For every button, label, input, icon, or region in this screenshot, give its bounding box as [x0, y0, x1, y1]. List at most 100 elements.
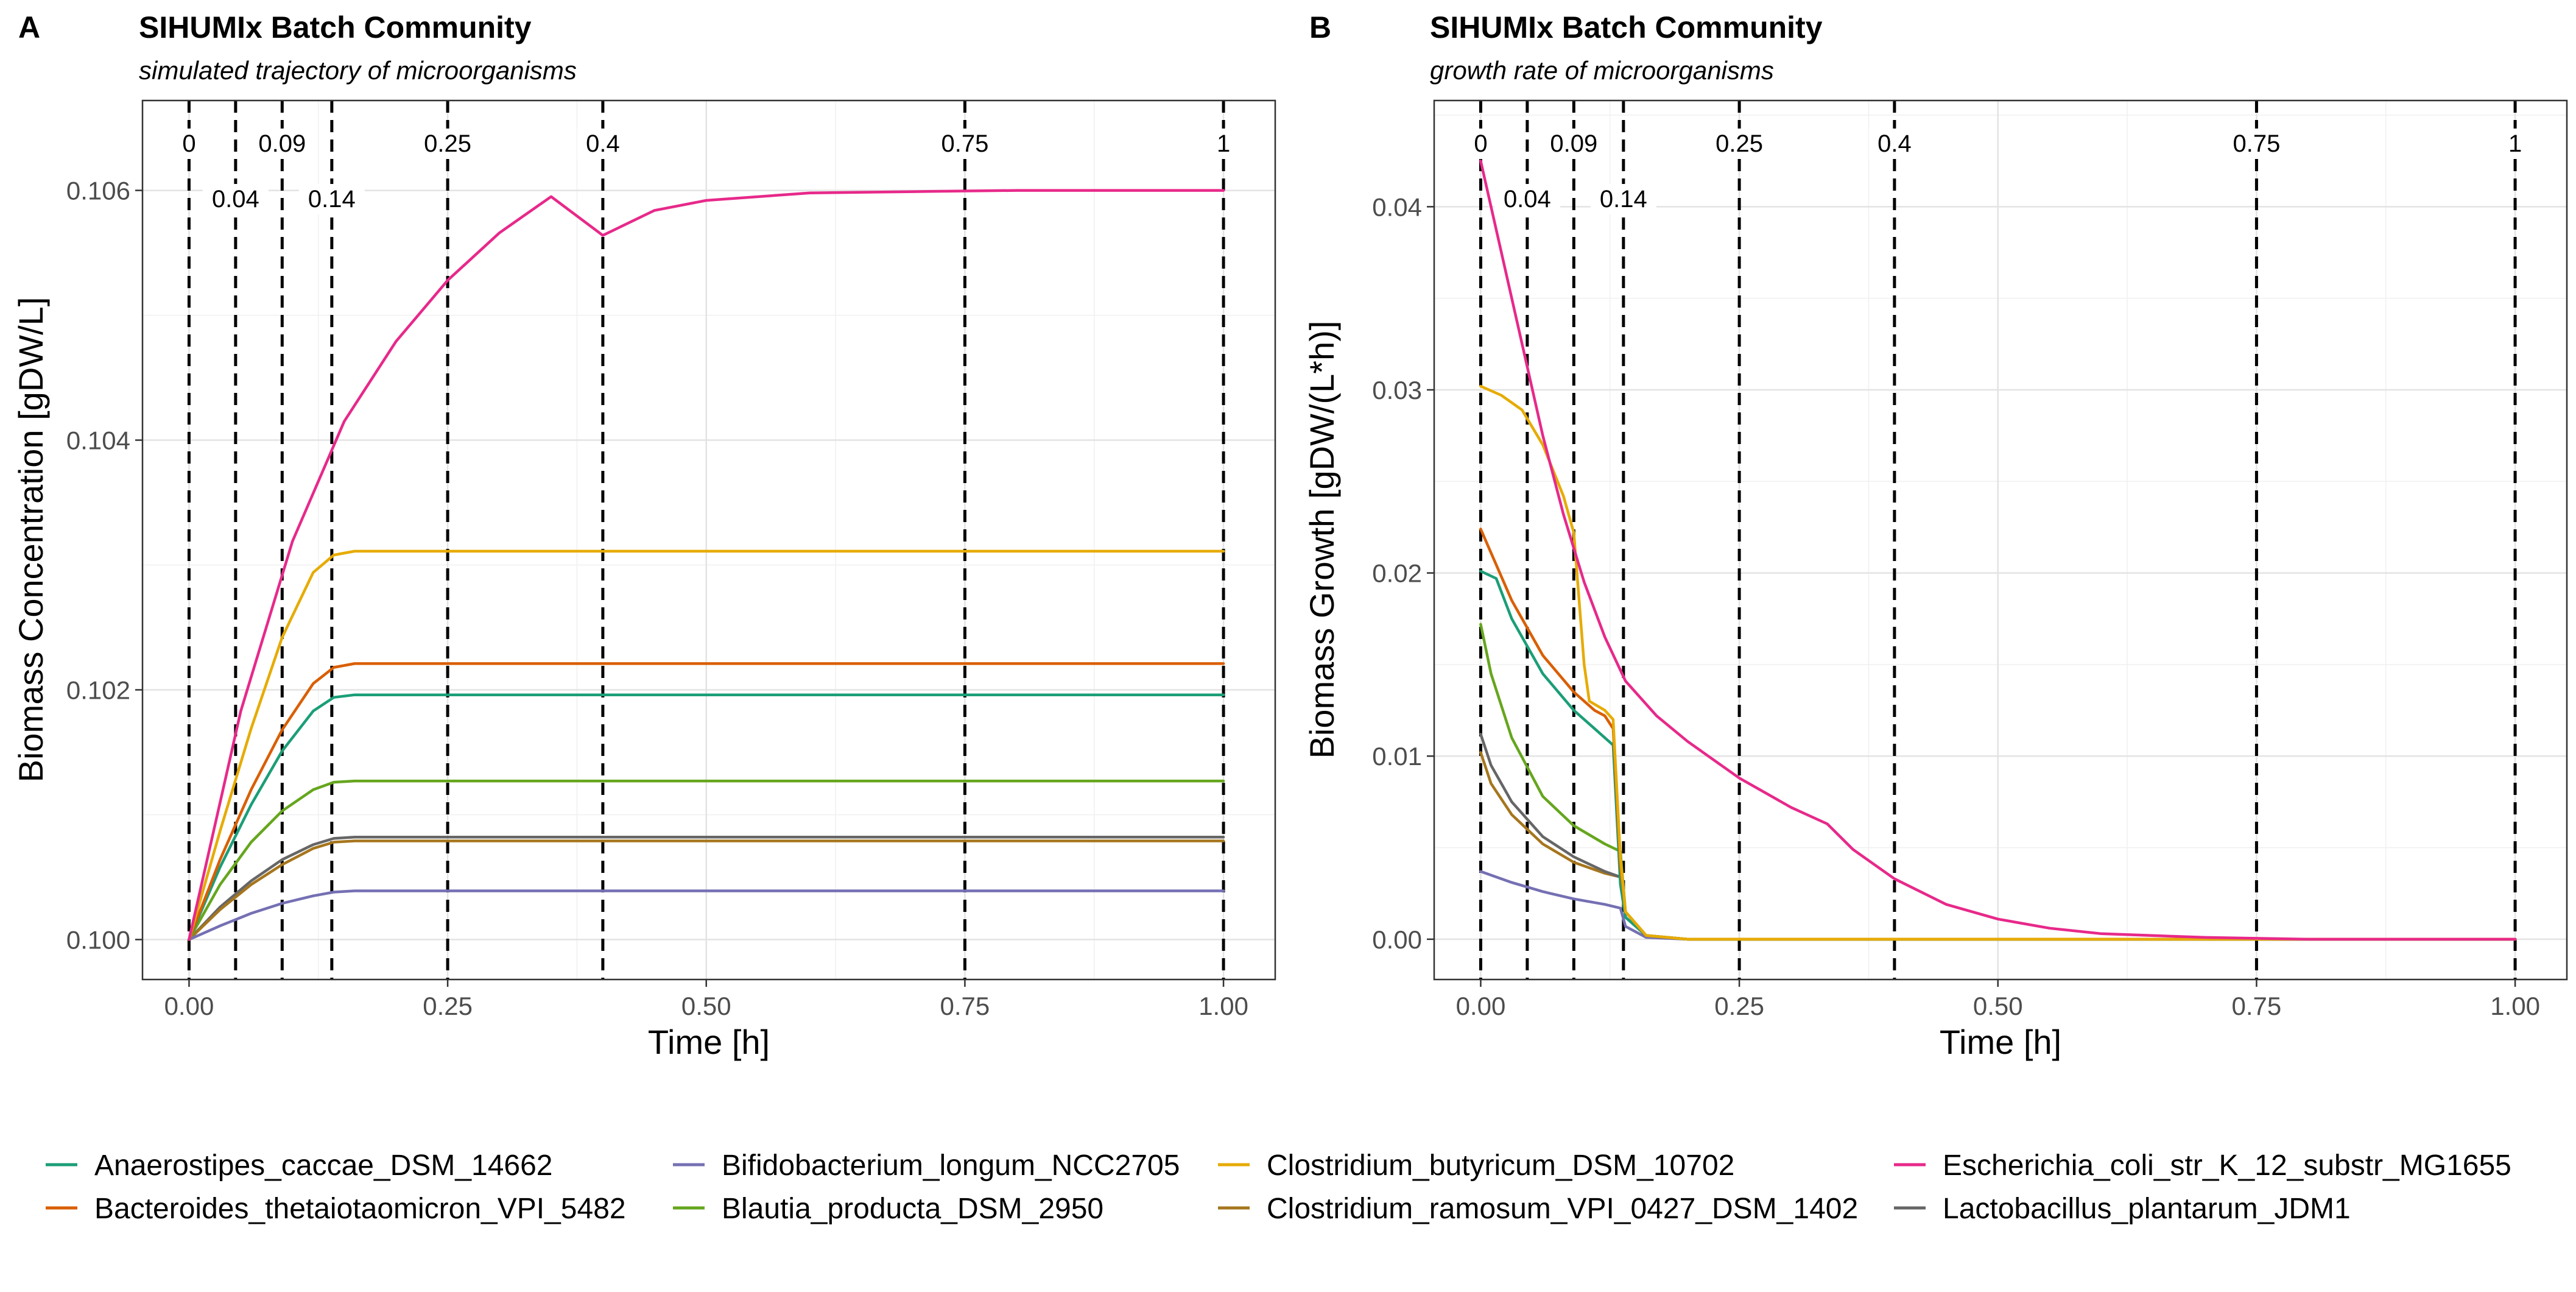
y-tick-label: 0.04 — [1372, 192, 1422, 221]
legend-label: Bacteroides_thetaiotaomicron_VPI_5482 — [94, 1193, 626, 1225]
panel-b-chart: 00.040.090.140.25 0.4 0.75 1 0.00 0.25 0.50 0.… — [1303, 99, 2568, 1061]
panel-a-y-axis-title: Biomass Concentration [gDW/L] — [12, 297, 50, 783]
reference-line-label: 0.04 — [212, 186, 259, 213]
reference-label-background — [1706, 129, 1773, 159]
reference-label-background — [577, 129, 628, 159]
legend-label: Clostridium_butyricum_DSM_10702 — [1267, 1149, 1734, 1182]
reference-label-background — [2504, 129, 2527, 159]
legend-label: Clostridium_ramosum_VPI_0427_DSM_1402 — [1267, 1193, 1858, 1225]
panel-b-axis-ticks: 0.00 0.25 0.50 0.75 1.00 0.00 0.01 0.02 0.03 0.04 — [1372, 192, 2540, 1020]
y-tick-label: 0.01 — [1372, 742, 1422, 771]
panel-b-gridlines — [1434, 101, 2567, 980]
x-tick-label: 1.00 — [1198, 992, 1248, 1020]
panel-a-series-lines — [188, 189, 1225, 941]
legend-item: Bifidobacterium_longum_NCC2705 — [673, 1149, 1180, 1182]
reference-label-background — [2223, 129, 2290, 159]
reference-line-label: 0 — [1474, 130, 1487, 157]
legend-item: Escherichia_coli_str_K_12_substr_MG1655 — [1894, 1149, 2511, 1182]
legend: Anaerostipes_caccae_DSM_14662 Bacteroides… — [46, 1149, 2511, 1225]
series-line — [188, 549, 1225, 941]
series-line — [188, 779, 1225, 941]
series-line — [1479, 384, 2517, 941]
legend-label: Escherichia_coli_str_K_12_substr_MG1655 — [1943, 1149, 2511, 1182]
x-tick-label: 0.50 — [681, 992, 731, 1020]
panel-b-y-axis-title: Biomass Growth [gDW/(L*h)] — [1303, 321, 1341, 759]
reference-label-background — [1541, 129, 1607, 159]
reference-label-background — [1590, 184, 1656, 214]
reference-label-background — [1868, 129, 1920, 159]
reference-label-background — [298, 184, 365, 214]
y-tick-label: 0.104 — [66, 426, 130, 455]
panel-b-x-axis-title: Time [h] — [1940, 1023, 2061, 1061]
panel-b-title: SIHUMIx Batch Community — [1430, 10, 1823, 44]
reference-line-label: 0.14 — [308, 186, 356, 213]
reference-line-label: 0.25 — [1716, 130, 1763, 157]
panel-a-title: SIHUMIx Batch Community — [139, 10, 532, 44]
series-line — [188, 693, 1225, 941]
reference-line-label: 0.75 — [941, 130, 988, 157]
series-line — [188, 836, 1225, 941]
series-line — [1479, 159, 2517, 941]
y-tick-label: 0.106 — [66, 177, 130, 205]
reference-line-label: 0.25 — [424, 130, 471, 157]
reference-label-background — [1494, 184, 1560, 214]
legend-item: Lactobacillus_plantarum_JDM1 — [1894, 1193, 2351, 1225]
reference-line-label: 0.09 — [1550, 130, 1597, 157]
reference-label-background — [202, 184, 269, 214]
reference-line-label: 1 — [2508, 130, 2522, 157]
legend-item: Clostridium_ramosum_VPI_0427_DSM_1402 — [1218, 1193, 1858, 1225]
series-line — [188, 189, 1225, 941]
panel-a-axis-ticks: 0.00 0.25 0.50 0.75 1.00 0.100 0.102 0.104 0.106 — [66, 177, 1248, 1020]
y-tick-label: 0.02 — [1372, 559, 1422, 588]
panel-b-plot-border — [1433, 99, 2568, 981]
x-tick-label: 0.75 — [940, 992, 990, 1020]
reference-label-background — [1212, 129, 1235, 159]
reference-label-background — [932, 129, 998, 159]
panel-b-subtitle: growth rate of microorganisms — [1430, 56, 1774, 85]
panel-a-chart: 00.040.090.140.25 0.4 0.75 1 0.00 0.25 0.50 0.… — [12, 99, 1276, 1061]
series-line — [188, 662, 1225, 941]
legend-label: Bifidobacterium_longum_NCC2705 — [722, 1149, 1180, 1182]
reference-line-label: 0.75 — [2233, 130, 2280, 157]
y-tick-label: 0.102 — [66, 676, 130, 704]
legend-item: Bacteroides_thetaiotaomicron_VPI_5482 — [46, 1193, 626, 1225]
x-tick-label: 0.25 — [423, 992, 473, 1020]
series-line — [188, 889, 1225, 941]
reference-label-background — [415, 129, 481, 159]
panel-a-plot-border — [141, 99, 1276, 981]
panel-a-x-axis-title: Time [h] — [648, 1023, 770, 1061]
x-tick-label: 0.00 — [1456, 992, 1506, 1020]
reference-line-label: 0.4 — [586, 130, 620, 157]
legend-label: Anaerostipes_caccae_DSM_14662 — [94, 1149, 552, 1182]
y-tick-label: 0.00 — [1372, 925, 1422, 954]
reference-line-label: 0.4 — [1877, 130, 1912, 157]
y-tick-label: 0.100 — [66, 925, 130, 954]
legend-item: Blautia_producta_DSM_2950 — [673, 1193, 1103, 1225]
reference-label-background — [1469, 129, 1492, 159]
x-tick-label: 0.00 — [164, 992, 214, 1020]
legend-item: Anaerostipes_caccae_DSM_14662 — [46, 1149, 552, 1182]
legend-label: Lactobacillus_plantarum_JDM1 — [1943, 1193, 2351, 1225]
reference-label-background — [249, 129, 315, 159]
panel-b-series-lines — [1479, 159, 2517, 941]
panel-b-letter: B — [1309, 10, 1331, 44]
reference-line-label: 1 — [1217, 130, 1230, 157]
reference-line-label: 0.09 — [258, 130, 306, 157]
reference-line-label: 0.14 — [1600, 186, 1647, 213]
x-tick-label: 0.75 — [2232, 992, 2282, 1020]
legend-item: Clostridium_butyricum_DSM_10702 — [1218, 1149, 1734, 1182]
x-tick-label: 1.00 — [2490, 992, 2540, 1020]
reference-label-background — [178, 129, 200, 159]
panel-b-reference-lines: 0 0.04 0.09 0.14 0.25 0.4 0.75 1 — [1469, 101, 2527, 980]
x-tick-label: 0.50 — [1973, 992, 2023, 1020]
legend-label: Blautia_producta_DSM_2950 — [722, 1193, 1103, 1225]
panel-a-letter: A — [18, 10, 40, 44]
reference-line-label: 0 — [182, 130, 195, 157]
panel-a-subtitle: simulated trajectory of microorganisms — [139, 56, 577, 85]
reference-line-label: 0.04 — [1504, 186, 1551, 213]
panel-a-reference-lines: 0 0.04 0.09 0.14 0.25 0.4 0.75 1 — [178, 101, 1235, 980]
series-line — [188, 839, 1225, 941]
y-tick-label: 0.03 — [1372, 376, 1422, 404]
x-tick-label: 0.25 — [1714, 992, 1764, 1020]
